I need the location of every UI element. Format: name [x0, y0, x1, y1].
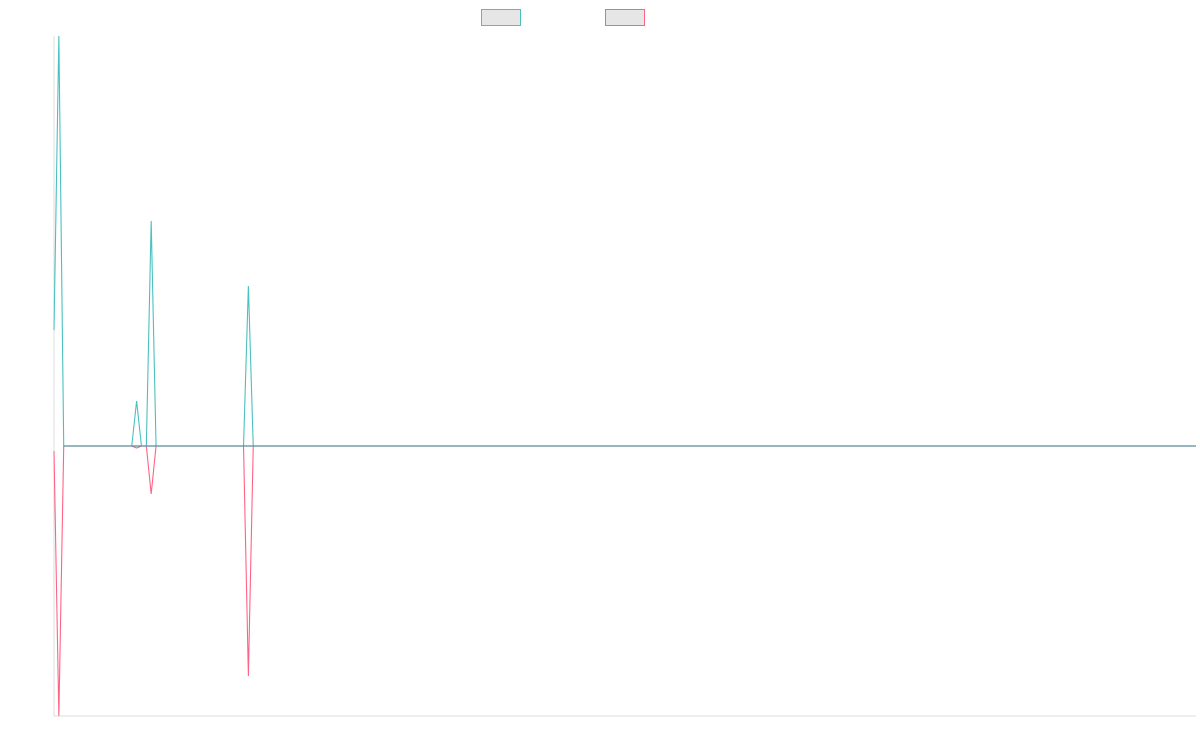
series-layer	[53, 35, 1196, 717]
axes	[53, 36, 1196, 717]
legend[interactable]	[481, 9, 645, 26]
legend-swatch-1[interactable]	[481, 9, 521, 26]
legend-swatch-2[interactable]	[605, 9, 645, 26]
series-line-1	[53, 35, 1196, 447]
series-line-2	[53, 445, 1196, 717]
